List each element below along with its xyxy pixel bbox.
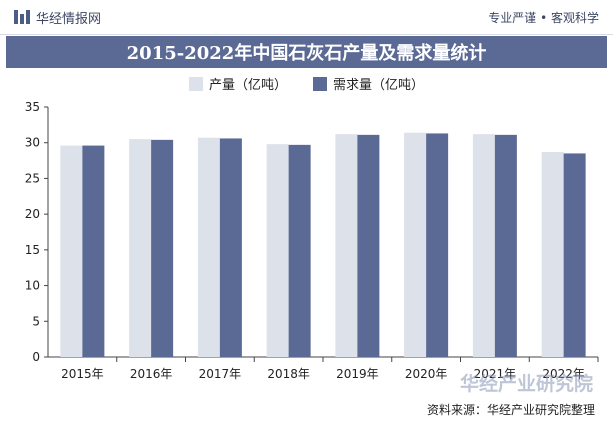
legend-swatch-demand [313,76,327,91]
legend-swatch-supply [188,76,203,91]
bar-supply [197,137,220,357]
bar-demand [82,145,105,357]
x-tick-label: 2021年 [474,367,517,381]
x-tick-label: 2017年 [199,367,242,381]
x-tick-label: 2016年 [130,367,173,381]
y-tick-label: 15 [25,243,40,257]
legend-label-supply: 产量（亿吨） [208,78,287,93]
bar-supply [472,134,495,357]
y-tick-label: 5 [32,314,40,328]
bar-demand [494,134,517,357]
bar-demand [151,139,174,357]
brand-name: 华经情报网 [36,11,102,27]
title-bar: 2015-2022年中国石灰石产量及需求量统计 [6,36,607,68]
brand: 华经情报网 [14,8,101,27]
y-tick-label: 20 [25,207,40,221]
bar-supply [541,152,564,357]
bar-supply [60,145,83,357]
header-bar: 华经情报网 专业严谨 • 客观科学 [0,0,613,35]
legend: 产量（亿吨） 需求量（亿吨） [0,74,613,93]
bar-logo-icon [14,10,30,24]
bar-supply [129,139,152,357]
bar-demand [357,134,380,357]
bar-demand [288,144,311,357]
chart-title: 2015-2022年中国石灰石产量及需求量统计 [126,43,487,64]
x-tick-label: 2022年 [542,367,585,381]
bar-supply [404,132,427,357]
slogan: 专业严谨 • 客观科学 [488,10,599,25]
bar-supply [335,134,358,357]
x-tick-label: 2015年 [61,367,104,381]
y-tick-label: 25 [25,171,40,185]
legend-item-supply: 产量（亿吨） [188,74,287,93]
watermark-brand: 华经产业研究院 [459,373,593,395]
bar-demand [219,138,242,357]
bar-demand [426,133,449,357]
y-tick-label: 35 [25,100,40,114]
x-tick-label: 2018年 [267,367,310,381]
y-tick-label: 30 [25,136,40,150]
legend-item-demand: 需求量（亿吨） [313,74,424,93]
y-tick-label: 10 [25,279,40,293]
legend-label-demand: 需求量（亿吨） [333,78,425,93]
bar-demand [563,153,586,357]
bar-supply [266,144,289,357]
y-tick-label: 0 [32,350,40,364]
source-note: 资料来源：华经产业研究院整理 [426,403,595,417]
x-tick-label: 2019年 [336,367,379,381]
x-tick-label: 2020年 [405,367,448,381]
